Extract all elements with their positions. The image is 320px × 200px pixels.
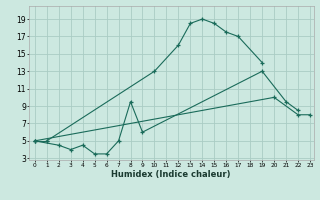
- X-axis label: Humidex (Indice chaleur): Humidex (Indice chaleur): [111, 170, 231, 179]
